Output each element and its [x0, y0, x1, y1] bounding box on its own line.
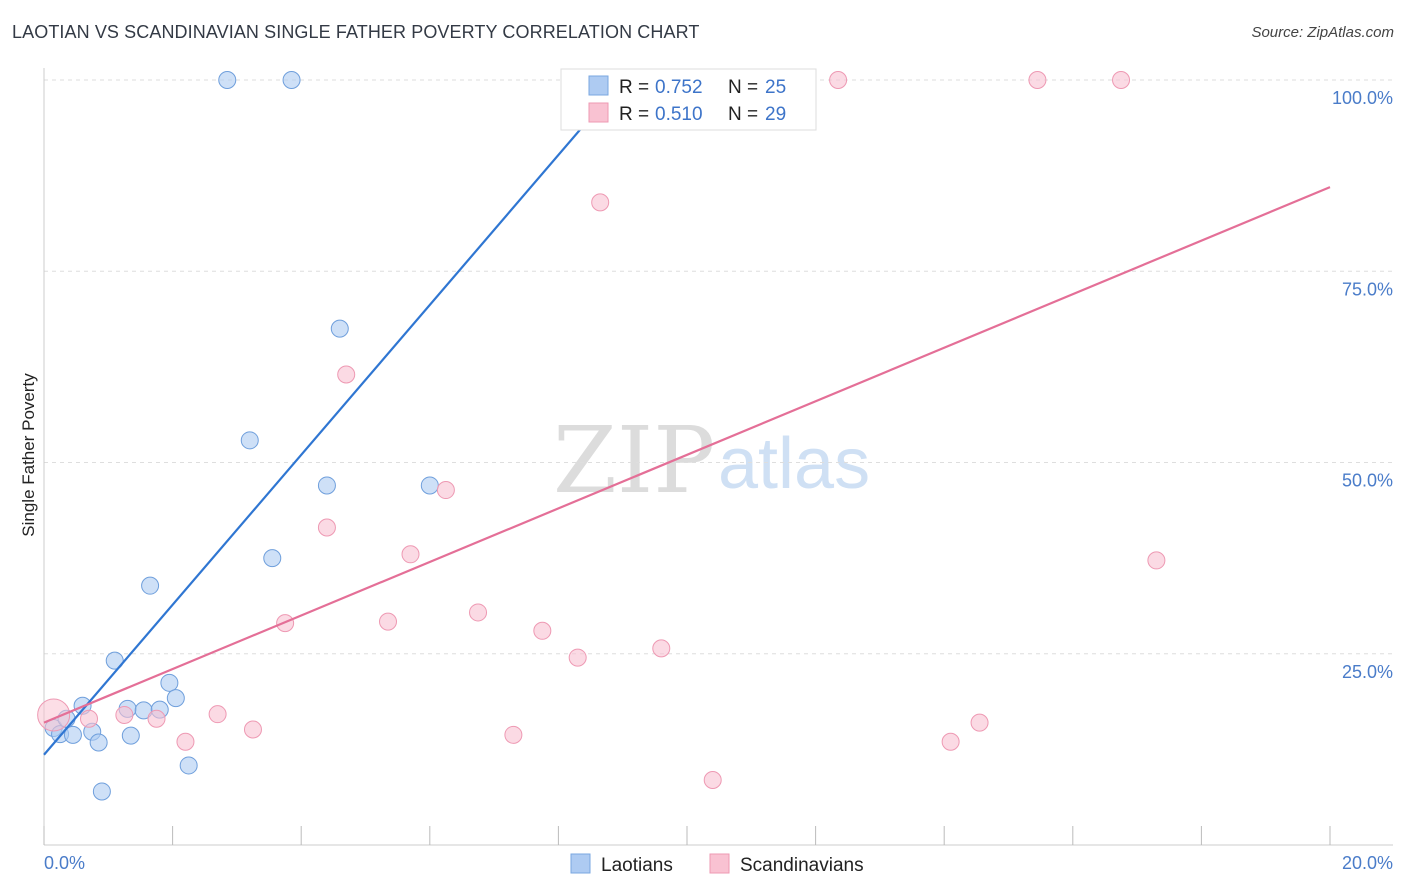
scandinavians-point-15: [533, 621, 552, 640]
scandinavians-point-19: [703, 770, 722, 789]
laotians-point-15: [166, 689, 185, 708]
scandinavians-point-14: [504, 725, 523, 744]
laotians-point-18: [240, 431, 259, 450]
laotians-point-10: [121, 726, 140, 745]
scandinavians-point-4: [176, 732, 195, 751]
scandinavians-point-3: [147, 709, 166, 728]
series-legend: Laotians Scandinavians: [570, 853, 864, 876]
laotians-point-23: [420, 476, 439, 495]
legend-n-value-scandinavians: 29: [765, 104, 786, 125]
scandinavians-point-24: [970, 713, 989, 732]
scandinavians-trend-line: [43, 186, 1331, 724]
legend-swatch-laotians-bottom: [570, 853, 591, 874]
legend-n-value-laotians: 25: [765, 77, 786, 98]
scandinavians-point-2: [115, 705, 134, 724]
scandinavians-point-13: [469, 603, 488, 622]
y-tick-label-2: 50.0%: [1342, 471, 1393, 491]
legend-swatch-scandinavians-bottom: [709, 853, 730, 874]
legend-n-label-scandinavians: N =: [728, 104, 758, 125]
legend-r-label-scandinavians: R =: [619, 104, 649, 125]
legend-label-laotians: Laotians: [601, 855, 673, 876]
laotians-point-20: [282, 71, 301, 89]
laotians-point-17: [218, 71, 237, 89]
laotians-point-19: [263, 549, 282, 568]
scandinavians-point-10: [379, 612, 398, 631]
scandinavians-point-8: [317, 518, 336, 537]
laotians-point-12: [141, 576, 160, 595]
scandinavians-point-6: [243, 720, 262, 739]
y-tick-label-1: 75.0%: [1342, 279, 1393, 299]
scandinavians-point-25: [1028, 71, 1047, 89]
laotians-point-8: [105, 651, 124, 670]
x-tick-label-max: 20.0%: [1342, 853, 1393, 873]
legend-swatch-laotians: [588, 75, 609, 96]
trend-lines: [43, 79, 1331, 756]
scandinavians-point-9: [337, 365, 356, 384]
scandinavians-point-5: [208, 705, 227, 724]
laotians-point-14: [160, 673, 179, 692]
source-credit: Source: ZipAtlas.com: [1251, 24, 1394, 41]
scandinavians-point-23: [941, 732, 960, 751]
y-tick-label-0: 100.0%: [1332, 88, 1393, 108]
legend-r-value-laotians: 0.752: [655, 77, 703, 98]
x-tick-marks: [43, 826, 1331, 845]
laotians-trend-line: [43, 79, 624, 756]
legend-r-value-scandinavians: 0.510: [655, 104, 703, 125]
laotians-point-6: [89, 733, 108, 752]
chart-title: LAOTIAN VS SCANDINAVIAN SINGLE FATHER PO…: [12, 22, 700, 42]
scandinavians-point-22: [829, 71, 848, 89]
correlation-legend: R = 0.752 N = 25 R = 0.510 N = 29: [560, 68, 817, 131]
scandinavians-point-12: [436, 481, 455, 500]
scandinavians-point-18: [652, 639, 671, 658]
laotians-point-3: [63, 725, 82, 744]
legend-label-scandinavians: Scandinavians: [740, 855, 864, 876]
x-tick-label-min: 0.0%: [44, 853, 85, 873]
scandinavians-point-26: [1112, 71, 1131, 89]
y-axis-label: Single Father Poverty: [19, 373, 38, 537]
legend-n-label-laotians: N =: [728, 77, 758, 98]
legend-swatch-scandinavians: [588, 102, 609, 123]
y-tick-labels: 100.0% 75.0% 50.0% 25.0%: [1332, 88, 1393, 682]
scandinavians-point-16: [568, 648, 587, 667]
scandinavians-point-11: [401, 545, 420, 564]
scandinavians-point-17: [591, 193, 610, 212]
laotians-point-7: [92, 782, 111, 801]
laotians-point-22: [330, 319, 349, 338]
gridlines: [44, 79, 1393, 655]
watermark-zip: ZIP: [553, 407, 715, 514]
scandinavians-point-1: [80, 709, 99, 728]
scandinavians-point-27: [1147, 551, 1166, 570]
y-tick-label-3: 25.0%: [1342, 662, 1393, 682]
watermark-atlas: atlas: [718, 424, 870, 504]
laotians-point-16: [179, 756, 198, 775]
laotians-point-21: [317, 476, 336, 495]
legend-r-label-laotians: R =: [619, 77, 649, 98]
